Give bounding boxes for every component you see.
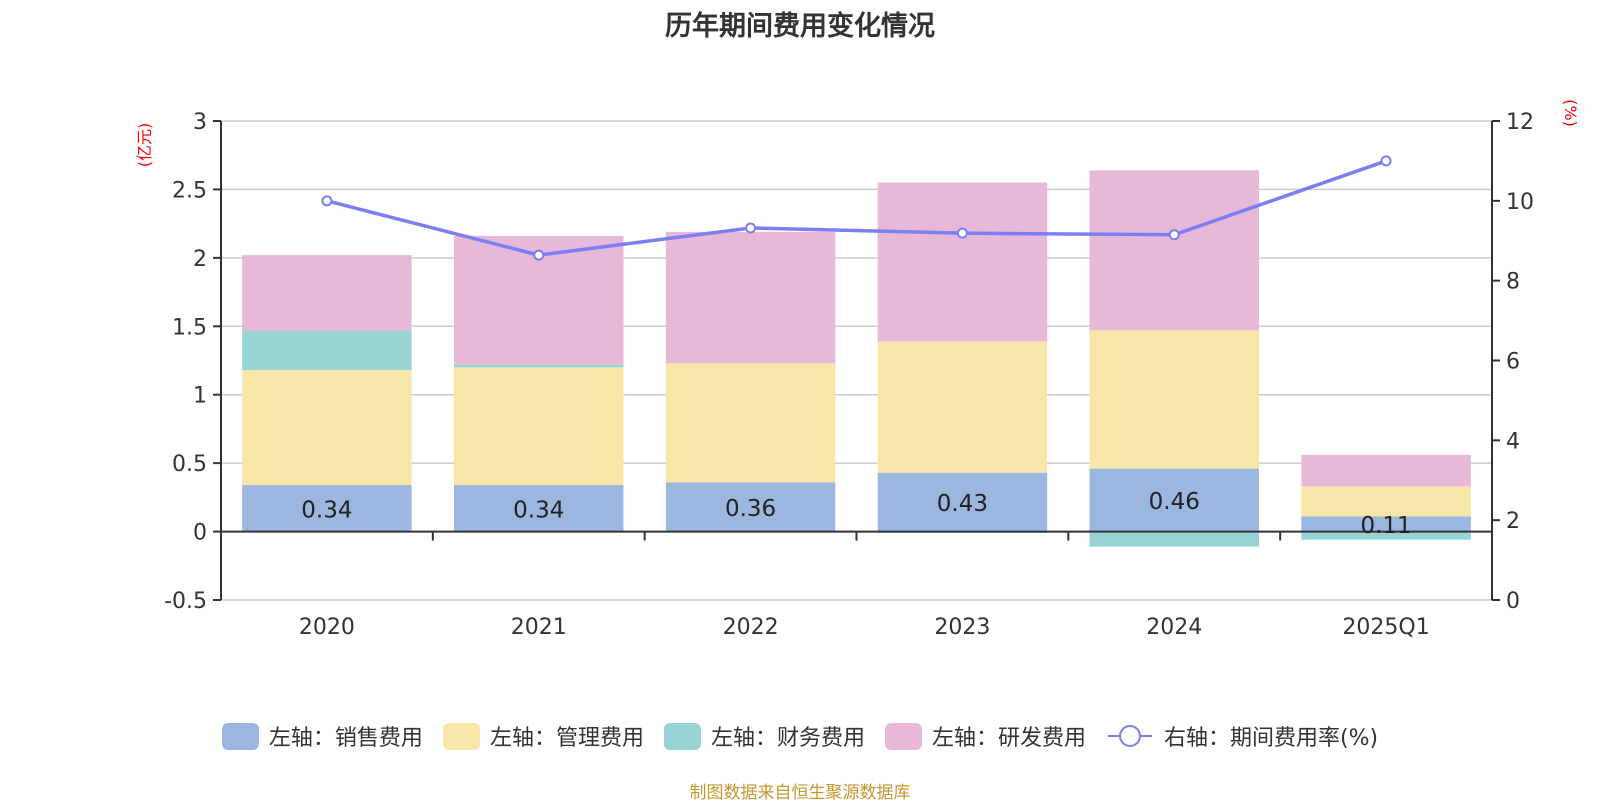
rate-point bbox=[956, 227, 968, 239]
bar-segment bbox=[877, 182, 1048, 342]
bar-segment bbox=[877, 472, 1048, 532]
bar-segment bbox=[1301, 531, 1471, 540]
bar-segment bbox=[454, 364, 624, 368]
data-label: 0.46 bbox=[1149, 489, 1200, 515]
data-label: 0.43 bbox=[937, 491, 988, 517]
bar-segment bbox=[242, 370, 412, 486]
x-axis-tick-label: 2024 bbox=[1146, 615, 1202, 640]
bar-segment bbox=[1089, 170, 1259, 331]
bar-segment bbox=[1089, 468, 1259, 532]
left-axis-tick-label: 1.5 bbox=[172, 315, 207, 340]
rate-point bbox=[533, 249, 545, 261]
data-labels: 0.34 0.34 0.36 0.43 0.46 0.11 bbox=[301, 489, 1411, 539]
bar-segment bbox=[1301, 516, 1471, 532]
x-axis-tick-label: 2023 bbox=[934, 615, 990, 640]
bar-segment bbox=[1089, 330, 1259, 469]
source-note: 制图数据来自恒生聚源数据库 bbox=[689, 783, 911, 803]
left-axis-tick-label: 2 bbox=[193, 247, 207, 272]
x-axis-tick-label: 2025Q1 bbox=[1342, 615, 1429, 640]
chart-title: 历年期间费用变化情况 bbox=[665, 11, 935, 42]
bar-segment bbox=[1089, 531, 1259, 547]
legend-item-rate[interactable]: 右轴：期间费用率(%) bbox=[1106, 720, 1378, 752]
legend-item-finance[interactable]: 左轴：财务费用 bbox=[663, 720, 865, 752]
bars bbox=[242, 170, 1471, 547]
legend-label-sales: 左轴：销售费用 bbox=[268, 726, 423, 751]
rate-line-path bbox=[326, 159, 1387, 257]
legend-item-rnd[interactable]: 左轴：研发费用 bbox=[884, 720, 1086, 752]
left-axis-tick-label: 3 bbox=[193, 110, 207, 135]
legend-label-admin: 左轴：管理费用 bbox=[489, 726, 644, 751]
bar-segment bbox=[665, 482, 836, 532]
x-axis-tick-label: 2020 bbox=[299, 615, 355, 640]
left-axis-tick-label: 1 bbox=[193, 384, 207, 409]
right-axis-tick-label: 10 bbox=[1506, 190, 1534, 215]
left-axis-unit-label: (亿元) bbox=[135, 123, 154, 168]
bar-segment bbox=[665, 363, 836, 483]
legend-item-admin[interactable]: 左轴：管理费用 bbox=[442, 720, 644, 752]
right-axis-tick-label: 12 bbox=[1506, 110, 1534, 135]
bar-segment bbox=[242, 485, 412, 532]
right-axis-tick-label: 4 bbox=[1506, 429, 1520, 454]
right-axis-tick-label: 2 bbox=[1506, 509, 1520, 534]
rate-point bbox=[745, 222, 757, 234]
legend-label-finance: 左轴：财务费用 bbox=[710, 726, 865, 751]
bar-segment bbox=[1301, 454, 1471, 487]
data-label: 0.34 bbox=[301, 497, 352, 523]
bar-segment bbox=[1301, 486, 1471, 517]
grid-lines bbox=[221, 120, 1492, 601]
left-axis-tick-label: 0.5 bbox=[172, 452, 207, 477]
bar-segment bbox=[454, 367, 624, 486]
bar-segment bbox=[454, 485, 624, 532]
bar-segment bbox=[242, 330, 412, 371]
rate-point bbox=[321, 195, 333, 207]
legend: 左轴：销售费用 左轴：管理费用 左轴：财务费用 左轴：研发费用 右轴：期间费用率… bbox=[0, 720, 1600, 752]
x-axis-tick-label: 2021 bbox=[511, 615, 567, 640]
right-axis-tick-label: 8 bbox=[1506, 270, 1520, 295]
legend-item-sales[interactable]: 左轴：销售费用 bbox=[221, 720, 423, 752]
legend-label-rate: 右轴：期间费用率(%) bbox=[1163, 726, 1379, 751]
bar-segment bbox=[242, 255, 412, 331]
data-label: 0.36 bbox=[725, 496, 776, 522]
legend-swatch-rnd bbox=[884, 722, 922, 750]
legend-swatch-admin bbox=[442, 722, 480, 750]
legend-label-rnd: 左轴：研发费用 bbox=[931, 726, 1086, 751]
rate-point bbox=[1168, 229, 1180, 241]
legend-swatch-sales bbox=[221, 722, 259, 750]
bar-segment bbox=[665, 231, 836, 364]
right-axis-tick-label: 6 bbox=[1506, 350, 1520, 375]
left-axis-tick-label: 2.5 bbox=[172, 178, 207, 203]
left-axis-tick-label: 0 bbox=[193, 521, 207, 546]
right-axis-tick-label: 0 bbox=[1506, 589, 1520, 614]
rate-point bbox=[1380, 155, 1392, 167]
left-axis-tick-label: -0.5 bbox=[164, 589, 207, 614]
x-axis-tick-label: 2022 bbox=[723, 615, 779, 640]
bar-segment bbox=[877, 341, 1048, 473]
legend-line-circle-icon bbox=[1107, 725, 1152, 747]
right-axis-unit-label: (%) bbox=[1561, 99, 1580, 127]
data-label: 0.34 bbox=[513, 497, 564, 523]
legend-swatch-finance bbox=[663, 722, 701, 750]
rate-line bbox=[321, 155, 1392, 261]
data-label: 0.11 bbox=[1360, 513, 1411, 539]
